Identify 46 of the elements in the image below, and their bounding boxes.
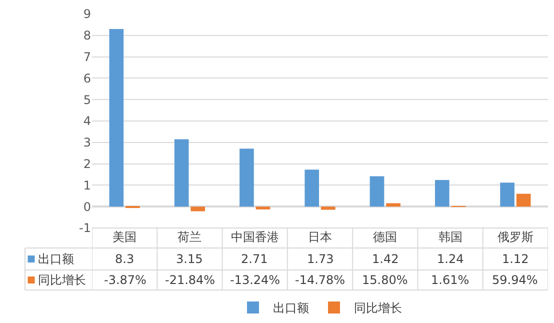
x-tick-label: 德国 — [373, 230, 398, 244]
bar — [109, 28, 124, 207]
data-label: 1.73 — [307, 252, 334, 266]
y-tick-label: 6 — [83, 71, 91, 86]
bar — [190, 206, 206, 212]
bar — [320, 206, 336, 210]
x-tick-label: 韩国 — [438, 230, 462, 244]
bar — [304, 170, 320, 207]
legend-label: 同比增长 — [38, 273, 86, 287]
data-label: -14.78% — [295, 273, 346, 287]
data-label: 1.24 — [437, 252, 464, 266]
data-label: 15.80% — [362, 273, 408, 287]
data-label: 2.71 — [241, 252, 268, 266]
y-tick-label: 3 — [83, 136, 91, 150]
data-label: 3.15 — [176, 252, 203, 266]
bar — [516, 194, 531, 207]
data-label: 1.12 — [502, 252, 529, 266]
data-label: 59.94% — [492, 273, 538, 287]
y-tick-label: 2 — [83, 157, 91, 171]
y-tick-label: 4 — [83, 114, 91, 128]
y-tick-label: 8 — [83, 28, 91, 43]
legend-label: 出口额 — [38, 252, 74, 266]
data-label: -13.24% — [230, 273, 280, 287]
x-tick-label: 美国 — [112, 230, 137, 244]
bar — [370, 176, 384, 207]
bar — [386, 203, 400, 207]
bar — [174, 139, 189, 207]
y-tick-label: 7 — [83, 50, 91, 64]
y-tick-label: 0 — [83, 200, 91, 214]
x-tick-label: 中国香港 — [230, 230, 279, 244]
x-tick-label: 俄罗斯 — [497, 230, 534, 244]
x-tick-label: 日本 — [308, 230, 332, 244]
data-label: -21.84% — [165, 273, 216, 287]
x-tick-label: 荷兰 — [178, 230, 202, 244]
y-tick-label: 5 — [83, 92, 91, 107]
bar — [434, 180, 450, 207]
data-label: 8.3 — [115, 252, 134, 266]
data-label: 1.61% — [431, 273, 470, 287]
data-label: -3.87% — [104, 273, 146, 287]
y-tick-label: -1 — [79, 221, 91, 236]
bar — [240, 148, 254, 207]
bar — [256, 206, 270, 210]
y-tick-label: 1 — [83, 178, 91, 192]
data-label: 1.42 — [372, 252, 399, 266]
y-tick-label: 9 — [83, 7, 91, 22]
bar — [500, 182, 514, 207]
